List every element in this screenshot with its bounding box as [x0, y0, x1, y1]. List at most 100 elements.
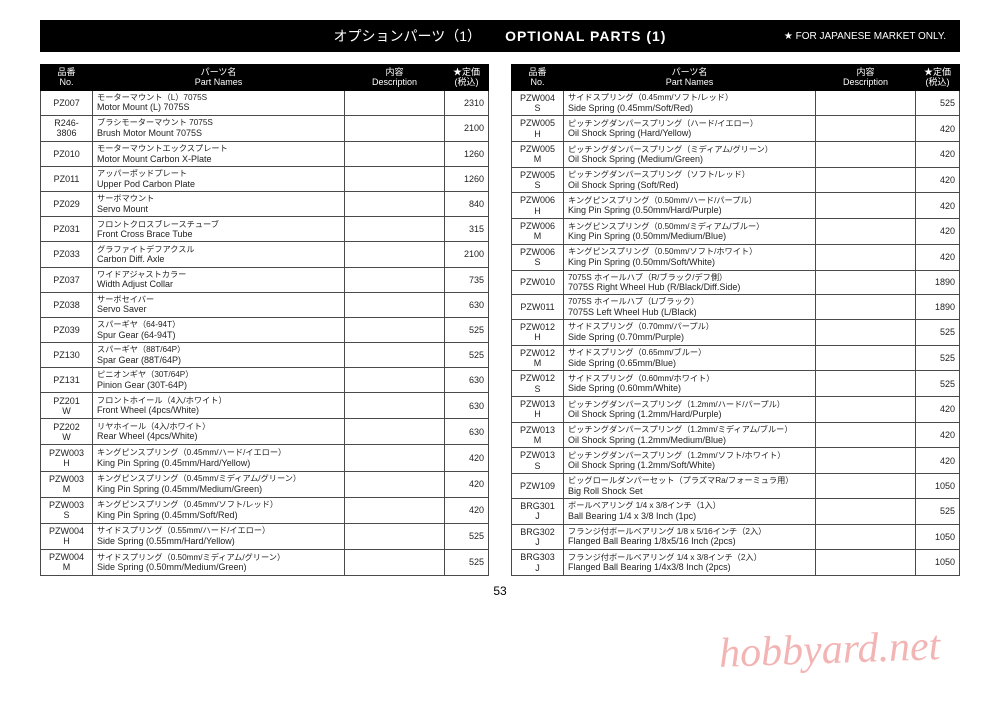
- cell-no: PZW003S: [41, 497, 93, 523]
- cell-price: 630: [445, 368, 489, 393]
- cell-price: 420: [916, 116, 960, 142]
- cell-desc: [345, 217, 445, 242]
- cell-price: 525: [916, 320, 960, 346]
- cell-name: サーボセイバーServo Saver: [93, 292, 345, 317]
- cell-no: PZ130: [41, 343, 93, 368]
- cell-desc: [345, 549, 445, 575]
- table-row: BRG302Jフランジ付ボールベアリング 1/8 x 5/16インチ（2入）Fl…: [512, 524, 960, 550]
- cell-desc: [345, 267, 445, 292]
- cell-desc: [816, 397, 916, 423]
- cell-desc: [345, 445, 445, 471]
- cell-name: スパーギヤ（88T/64P）Spar Gear (88T/64P): [93, 343, 345, 368]
- table-row: PZ202Wリヤホイール（4入/ホワイト）Rear Wheel (4pcs/Wh…: [41, 419, 489, 445]
- cell-price: 420: [916, 167, 960, 193]
- cell-name: フロントクロスブレースチューブFront Cross Brace Tube: [93, 217, 345, 242]
- cell-name: 7075S ホイールハブ（L/ブラック）7075S Left Wheel Hub…: [564, 295, 816, 320]
- cell-price: 525: [445, 549, 489, 575]
- cell-no: PZW013H: [512, 397, 564, 423]
- cell-desc: [816, 524, 916, 550]
- table-row: PZW003Mキングピンスプリング（0.45mm/ミディアム/グリーン）King…: [41, 471, 489, 497]
- cell-price: 1260: [445, 167, 489, 192]
- cell-name: アッパーポッドプレートUpper Pod Carbon Plate: [93, 167, 345, 192]
- table-row: R246-3806ブラシモーターマウント 7075SBrush Motor Mo…: [41, 115, 489, 141]
- cell-no: BRG303J: [512, 550, 564, 576]
- col-name: パーツ名Part Names: [564, 65, 816, 91]
- cell-desc: [816, 142, 916, 168]
- cell-price: 420: [445, 471, 489, 497]
- cell-price: 525: [445, 317, 489, 342]
- cell-name: モーターマウントエックスプレートMotor Mount Carbon X-Pla…: [93, 141, 345, 166]
- table-row: PZW004Hサイドスプリング（0.55mm/ハード/イエロー）Side Spr…: [41, 523, 489, 549]
- cell-price: 1890: [916, 270, 960, 295]
- cell-no: PZ039: [41, 317, 93, 342]
- cell-no: PZW011: [512, 295, 564, 320]
- table-row: PZ031フロントクロスブレースチューブFront Cross Brace Tu…: [41, 217, 489, 242]
- cell-no: PZW004H: [41, 523, 93, 549]
- cell-desc: [345, 115, 445, 141]
- cell-price: 1050: [916, 474, 960, 499]
- cell-name: リヤホイール（4入/ホワイト）Rear Wheel (4pcs/White): [93, 419, 345, 445]
- table-row: PZW0117075S ホイールハブ（L/ブラック）7075S Left Whe…: [512, 295, 960, 320]
- table-row: BRG303Jフランジ付ボールベアリング 1/4 x 3/8インチ（2入）Fla…: [512, 550, 960, 576]
- table-row: PZW013Mピッチングダンパースプリング（1.2mm/ミディアム/ブルー）Oi…: [512, 422, 960, 448]
- cell-no: PZ031: [41, 217, 93, 242]
- cell-name: サイドスプリング（0.55mm/ハード/イエロー）Side Spring (0.…: [93, 523, 345, 549]
- cell-desc: [345, 292, 445, 317]
- table-row: PZW005Hピッチングダンパースプリング（ハード/イエロー）Oil Shock…: [512, 116, 960, 142]
- cell-name: キングピンスプリング（0.45mm/ハード/イエロー）King Pin Spri…: [93, 445, 345, 471]
- cell-name: ピッチングダンパースプリング（ミディアム/グリーン）Oil Shock Spri…: [564, 142, 816, 168]
- cell-name: フランジ付ボールベアリング 1/4 x 3/8インチ（2入）Flanged Ba…: [564, 550, 816, 576]
- cell-desc: [345, 167, 445, 192]
- cell-desc: [816, 474, 916, 499]
- cell-price: 420: [916, 142, 960, 168]
- cell-price: 420: [916, 219, 960, 245]
- cell-no: PZW006M: [512, 219, 564, 245]
- parts-table-right: 品番No.パーツ名Part Names内容Description★定価(税込)P…: [511, 64, 960, 576]
- cell-price: 420: [916, 193, 960, 219]
- cell-price: 525: [916, 345, 960, 371]
- cell-price: 1050: [916, 550, 960, 576]
- col-desc: 内容Description: [345, 65, 445, 91]
- cell-name: ピッチングダンパースプリング（ハード/イエロー）Oil Shock Spring…: [564, 116, 816, 142]
- cell-no: BRG301J: [512, 498, 564, 524]
- cell-name: キングピンスプリング（0.45mm/ソフト/レッド）King Pin Sprin…: [93, 497, 345, 523]
- cell-price: 2100: [445, 242, 489, 267]
- cell-desc: [345, 497, 445, 523]
- cell-no: PZW013M: [512, 422, 564, 448]
- cell-name: ボールベアリング 1/4 x 3/8インチ（1入）Ball Bearing 1/…: [564, 498, 816, 524]
- cell-desc: [816, 498, 916, 524]
- page-container: オプションパーツ（1） OPTIONAL PARTS (1) ★ FOR JAP…: [0, 0, 1000, 704]
- cell-name: ピッチングダンパースプリング（1.2mm/ハード/パープル）Oil Shock …: [564, 397, 816, 423]
- cell-price: 735: [445, 267, 489, 292]
- cell-desc: [345, 471, 445, 497]
- table-row: PZW005Sピッチングダンパースプリング（ソフト/レッド）Oil Shock …: [512, 167, 960, 193]
- cell-name: ブラシモーターマウント 7075SBrush Motor Mount 7075S: [93, 115, 345, 141]
- cell-price: 420: [916, 244, 960, 270]
- cell-desc: [345, 192, 445, 217]
- cell-price: 525: [916, 498, 960, 524]
- cell-price: 525: [445, 343, 489, 368]
- table-row: PZW013Sピッチングダンパースプリング（1.2mm/ソフト/ホワイト）Oil…: [512, 448, 960, 474]
- cell-price: 2100: [445, 115, 489, 141]
- cell-price: 630: [445, 393, 489, 419]
- cell-no: PZW004S: [512, 90, 564, 116]
- cell-desc: [816, 345, 916, 371]
- cell-price: 420: [445, 497, 489, 523]
- cell-no: PZW006H: [512, 193, 564, 219]
- cell-name: サイドスプリング（0.60mm/ホワイト）Side Spring (0.60mm…: [564, 371, 816, 397]
- cell-desc: [345, 419, 445, 445]
- cell-price: 525: [916, 371, 960, 397]
- cell-name: サイドスプリング（0.45mm/ソフト/レッド）Side Spring (0.4…: [564, 90, 816, 116]
- cell-price: 840: [445, 192, 489, 217]
- cell-desc: [345, 317, 445, 342]
- table-row: PZW012Mサイドスプリング（0.65mm/ブルー）Side Spring (…: [512, 345, 960, 371]
- cell-desc: [816, 219, 916, 245]
- cell-name: モーターマウント（L）7075SMotor Mount (L) 7075S: [93, 90, 345, 115]
- title-jp: オプションパーツ（1）: [334, 26, 482, 46]
- cell-name: サイドスプリング（0.50mm/ミディアム/グリーン）Side Spring (…: [93, 549, 345, 575]
- cell-no: PZW013S: [512, 448, 564, 474]
- cell-desc: [816, 244, 916, 270]
- cell-name: フランジ付ボールベアリング 1/8 x 5/16インチ（2入）Flanged B…: [564, 524, 816, 550]
- table-row: PZ033グラファイトデフアクスルCarbon Diff. Axle2100: [41, 242, 489, 267]
- cell-name: サイドスプリング（0.65mm/ブルー）Side Spring (0.65mm/…: [564, 345, 816, 371]
